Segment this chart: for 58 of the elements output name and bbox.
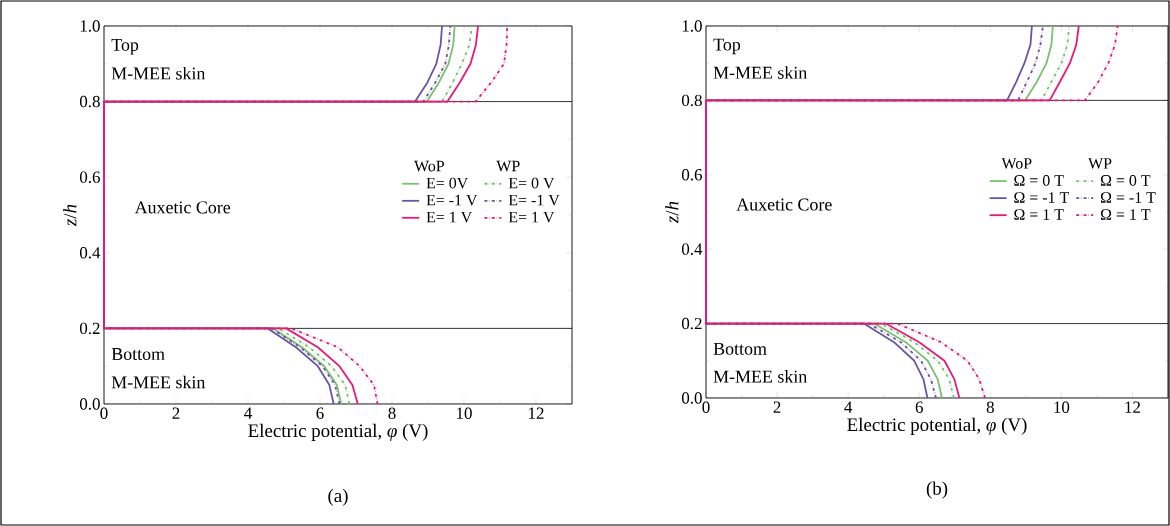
y-tick-label: 0.4 <box>79 247 101 259</box>
annotation: Top <box>111 38 139 55</box>
y-tick-label: 0.2 <box>681 317 702 330</box>
legend-label: Ω = 1 T <box>1014 209 1064 220</box>
x-axis-title: Electric potential, φ (V) <box>847 417 1027 435</box>
annotation: Top <box>713 38 741 55</box>
x-tick-label: 4 <box>244 407 252 419</box>
y-tick-label: 1.0 <box>682 20 702 32</box>
legend-label: E= 0 V <box>508 177 555 189</box>
text: (b) <box>926 481 948 499</box>
x-tick-label: 6 <box>915 401 923 413</box>
legend-label: E= -1 V <box>508 194 560 206</box>
legend-label: E= 0V <box>426 177 469 189</box>
legend-label: E= 1 V <box>508 211 555 223</box>
x-tick-label: 10 <box>1054 401 1070 413</box>
annotation: Bottom <box>111 348 165 361</box>
x-tick-label: 2 <box>172 407 180 419</box>
x-tick-label: 0 <box>100 407 108 419</box>
y-tick-label: 0.0 <box>79 398 100 410</box>
x-tick-label: 12 <box>1125 401 1141 413</box>
annotation: M-MEE skin <box>713 66 808 79</box>
y-axis-title: z/h <box>63 204 77 227</box>
x-tick-label: 8 <box>986 401 994 413</box>
legend-label: Ω = -1 T <box>1100 192 1156 203</box>
legend-label: E= -1 V <box>426 194 478 206</box>
y-axis-title: z/h <box>665 201 679 224</box>
y-tick-label: 1.0 <box>80 20 100 32</box>
x-tick-label: 0 <box>702 401 710 413</box>
legend-label: Ω = 0 T <box>1100 175 1151 186</box>
annotation: Auxetic Core <box>134 201 231 214</box>
y-tick-label: 0.4 <box>681 243 703 255</box>
annotation: WoP <box>1001 158 1032 169</box>
x-tick-label: 2 <box>773 401 781 413</box>
annotation: WP <box>496 160 520 172</box>
y-tick-label: 0.8 <box>681 94 702 107</box>
legend-label: Ω = 1 T <box>1100 209 1151 220</box>
y-tick-label: 0.8 <box>79 95 100 108</box>
y-tick-label: 0.2 <box>79 322 100 335</box>
y-tick-label: 0.6 <box>79 171 100 183</box>
annotation: M-MEE skin <box>111 375 206 389</box>
x-tick-label: 8 <box>388 407 396 419</box>
x-tick-label: 10 <box>457 407 472 419</box>
annotation: M-MEE skin <box>713 370 808 383</box>
x-tick-label: 6 <box>316 407 324 419</box>
legend-label: Ω = 0 T <box>1014 175 1064 186</box>
annotation: WP <box>1088 158 1112 169</box>
annotation: Bottom <box>713 342 767 355</box>
y-tick-label: 0.0 <box>681 392 702 404</box>
text: (a) <box>328 488 348 506</box>
annotation: Auxetic Core <box>736 198 832 211</box>
x-tick-label: 4 <box>844 401 853 413</box>
legend-label: Ω = -1 T <box>1014 192 1070 203</box>
x-axis-title: Electric potential, φ (V) <box>248 423 428 441</box>
y-tick-label: 0.6 <box>681 169 702 181</box>
x-tick-label: 12 <box>529 407 544 419</box>
legend-label: E= 1 V <box>426 211 473 223</box>
annotation: M-MEE skin <box>111 66 206 80</box>
annotation: WoP <box>414 160 445 172</box>
